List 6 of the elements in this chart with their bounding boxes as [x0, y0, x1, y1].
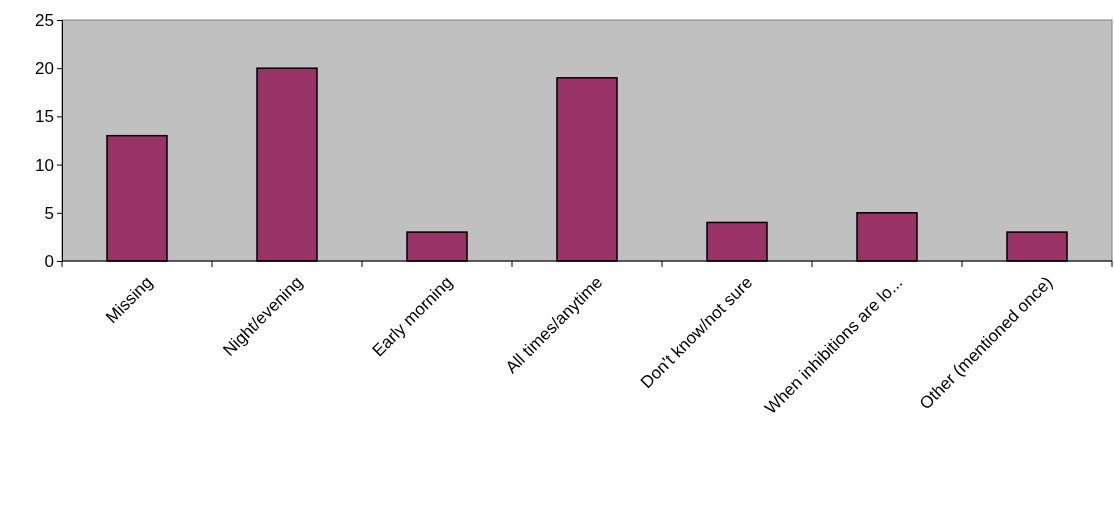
y-tick-label: 25 [35, 10, 54, 30]
y-tick-label: 10 [35, 155, 54, 175]
y-tick-label: 5 [44, 203, 54, 223]
y-tick-label: 15 [35, 107, 54, 127]
y-tick-label: 20 [35, 59, 54, 79]
y-tick-label: 0 [44, 251, 54, 271]
